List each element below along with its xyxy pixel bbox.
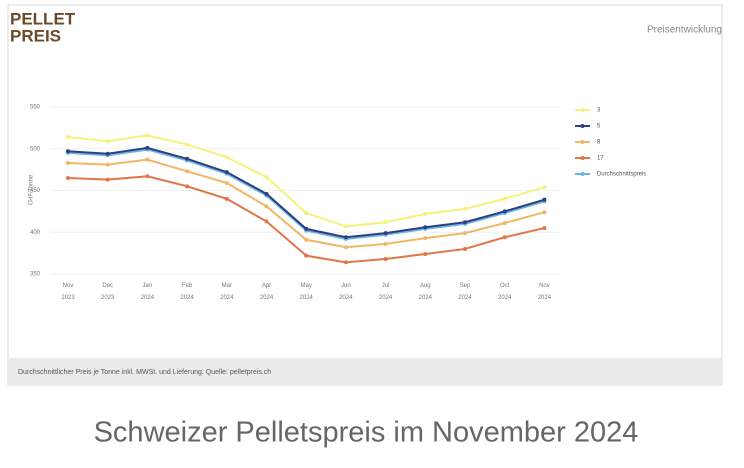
legend-label: 3 xyxy=(597,108,601,114)
point xyxy=(105,139,110,144)
point xyxy=(423,211,428,216)
point xyxy=(463,231,467,236)
point xyxy=(383,241,388,246)
point xyxy=(542,197,547,202)
point xyxy=(502,209,507,214)
legend-dot xyxy=(580,172,585,176)
footer-bar xyxy=(9,358,721,384)
x-tick-label: Dec 2023 xyxy=(101,283,115,301)
legend-label: 8 xyxy=(597,140,601,146)
x-tick-label: Jan 2024 xyxy=(141,283,155,301)
legend-label: 5 xyxy=(597,124,601,130)
point xyxy=(463,246,467,251)
point xyxy=(224,180,229,185)
x-tick-label: Jul 2024 xyxy=(379,283,393,301)
x-tick-label: Nov 2023 xyxy=(61,283,75,301)
y-tick-label: 450 xyxy=(30,188,41,194)
point xyxy=(542,210,547,215)
x-tick-label: Nov 2024 xyxy=(538,283,552,301)
point xyxy=(105,151,110,156)
point xyxy=(343,245,348,250)
point xyxy=(542,185,547,190)
point xyxy=(423,236,428,241)
point xyxy=(383,220,388,225)
point xyxy=(383,256,388,261)
point xyxy=(264,191,269,196)
point xyxy=(145,133,150,138)
legend-label: Durchschnittspreis xyxy=(597,172,646,178)
logo-line: PREIS xyxy=(10,26,61,45)
point xyxy=(145,174,150,179)
point xyxy=(66,175,70,180)
x-tick-label: Feb 2024 xyxy=(180,283,194,301)
x-tick-label: Apr 2024 xyxy=(260,283,274,301)
point xyxy=(145,157,150,162)
point xyxy=(463,206,467,211)
point xyxy=(105,177,110,182)
y-tick-label: 400 xyxy=(30,230,41,236)
legend-label: 17 xyxy=(597,156,604,162)
x-tick-label: Sep 2024 xyxy=(458,283,472,301)
point xyxy=(423,225,428,230)
legend-dot xyxy=(580,108,585,112)
point xyxy=(423,251,428,256)
legend-dot xyxy=(580,156,585,160)
x-tick-label: Jun 2024 xyxy=(339,283,353,301)
point xyxy=(304,226,309,231)
point xyxy=(304,211,309,216)
point xyxy=(185,184,190,189)
legend-dot xyxy=(580,140,585,144)
footer: Durchschnittlicher Preis je Tonne inkl. … xyxy=(18,369,271,376)
x-tick-label: Aug 2024 xyxy=(419,283,433,301)
x-tick-label: Mar 2024 xyxy=(220,283,234,301)
point xyxy=(66,149,70,154)
point xyxy=(185,169,190,174)
point xyxy=(66,135,70,140)
point xyxy=(502,221,507,226)
caption: Schweizer Pelletspreis im November 2024 xyxy=(94,417,639,449)
point xyxy=(264,219,269,224)
point xyxy=(463,220,467,225)
point xyxy=(304,237,309,242)
y-tick-label: 500 xyxy=(30,146,41,152)
point xyxy=(264,175,269,180)
legend-dot xyxy=(580,124,585,128)
point xyxy=(185,142,190,147)
point xyxy=(224,155,229,160)
point xyxy=(304,253,309,258)
point xyxy=(224,170,229,175)
point xyxy=(343,260,348,265)
point xyxy=(542,226,547,231)
point xyxy=(343,235,348,240)
frame xyxy=(7,4,723,386)
point xyxy=(502,235,507,240)
point xyxy=(66,160,70,165)
x-tick-label: May 2024 xyxy=(300,283,314,301)
y-axis-label: CHF/Tonne xyxy=(29,174,35,205)
point xyxy=(383,231,388,236)
point xyxy=(343,224,348,229)
point xyxy=(264,204,269,209)
point xyxy=(105,162,110,167)
y-tick-label: 550 xyxy=(30,105,41,111)
heading: Preisentwicklung xyxy=(647,25,722,36)
x-tick-label: Oct 2024 xyxy=(498,283,512,301)
point xyxy=(145,145,150,150)
y-tick-label: 350 xyxy=(30,272,41,278)
point xyxy=(185,156,190,161)
logo-line: PELLET xyxy=(10,9,76,28)
point xyxy=(502,196,507,201)
point xyxy=(224,196,229,201)
